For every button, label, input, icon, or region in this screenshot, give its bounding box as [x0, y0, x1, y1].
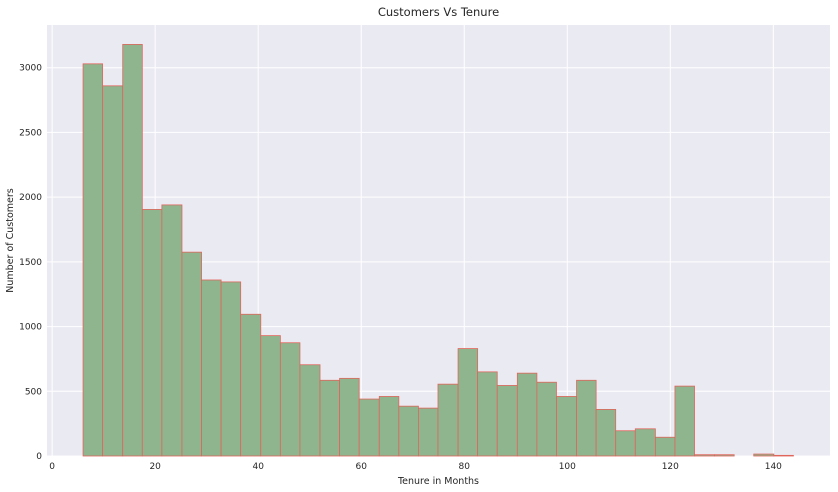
- histogram-bar: [437, 383, 459, 457]
- histogram-bar: [714, 454, 735, 457]
- x-tick-label: 0: [49, 462, 55, 472]
- histogram-bar: [516, 372, 538, 457]
- y-tick-label: 2500: [19, 128, 42, 138]
- histogram-bar: [102, 85, 124, 457]
- chart-title: Customers Vs Tenure: [378, 5, 499, 19]
- histogram-bar: [477, 371, 498, 457]
- histogram-bar: [358, 398, 380, 457]
- histogram-bar: [753, 453, 775, 457]
- histogram-bar: [674, 385, 695, 457]
- histogram-bar: [654, 436, 676, 457]
- y-tick-label: 1500: [19, 258, 42, 268]
- histogram-bar: [240, 313, 262, 457]
- x-axis-ticks: 0 20 40 60 80 100 120 140: [49, 462, 782, 472]
- x-tick-label: 60: [356, 462, 368, 472]
- histogram-bar: [556, 396, 577, 457]
- histogram-bar: [319, 379, 340, 457]
- histogram-bar: [161, 204, 183, 457]
- x-tick-label: 20: [149, 462, 161, 472]
- y-tick-label: 0: [36, 452, 42, 462]
- histogram-bar: [773, 454, 794, 457]
- histogram-bar: [595, 409, 617, 457]
- histogram-bar: [279, 342, 301, 457]
- y-tick-label: 1000: [19, 323, 42, 333]
- y-axis-label: Number of Customers: [5, 188, 16, 293]
- histogram-bar: [694, 454, 716, 457]
- histogram-bar: [181, 251, 202, 457]
- x-tick-label: 120: [662, 462, 679, 472]
- histogram-bar: [339, 377, 360, 457]
- y-tick-label: 500: [25, 387, 42, 397]
- histogram-bar: [536, 381, 557, 457]
- y-tick-label: 3000: [19, 64, 42, 74]
- histogram-bar: [82, 63, 104, 457]
- histogram-bar: [576, 379, 597, 457]
- x-tick-label: 40: [252, 462, 264, 472]
- histogram-bar: [378, 396, 400, 457]
- histogram-bar: [615, 430, 636, 457]
- histogram-bar: [260, 335, 281, 457]
- histogram-bar: [496, 385, 518, 457]
- histogram-bar: [418, 407, 439, 457]
- histogram-bar: [457, 348, 479, 457]
- histogram-bar: [201, 279, 222, 457]
- histogram-bar: [299, 364, 321, 457]
- histogram-bar: [398, 405, 419, 457]
- histogram-bar: [141, 209, 163, 457]
- y-tick-label: 2000: [19, 193, 42, 203]
- y-axis-ticks: 0 500 1000 1500 2000 2500 3000: [19, 64, 42, 462]
- histogram-bar: [122, 44, 143, 457]
- x-tick-label: 140: [765, 462, 782, 472]
- x-tick-label: 100: [559, 462, 576, 472]
- x-tick-label: 80: [459, 462, 471, 472]
- histogram-bars: [82, 44, 794, 457]
- histogram-bar: [220, 281, 242, 457]
- x-axis-label: Tenure in Months: [397, 476, 479, 487]
- histogram-bar: [634, 428, 656, 457]
